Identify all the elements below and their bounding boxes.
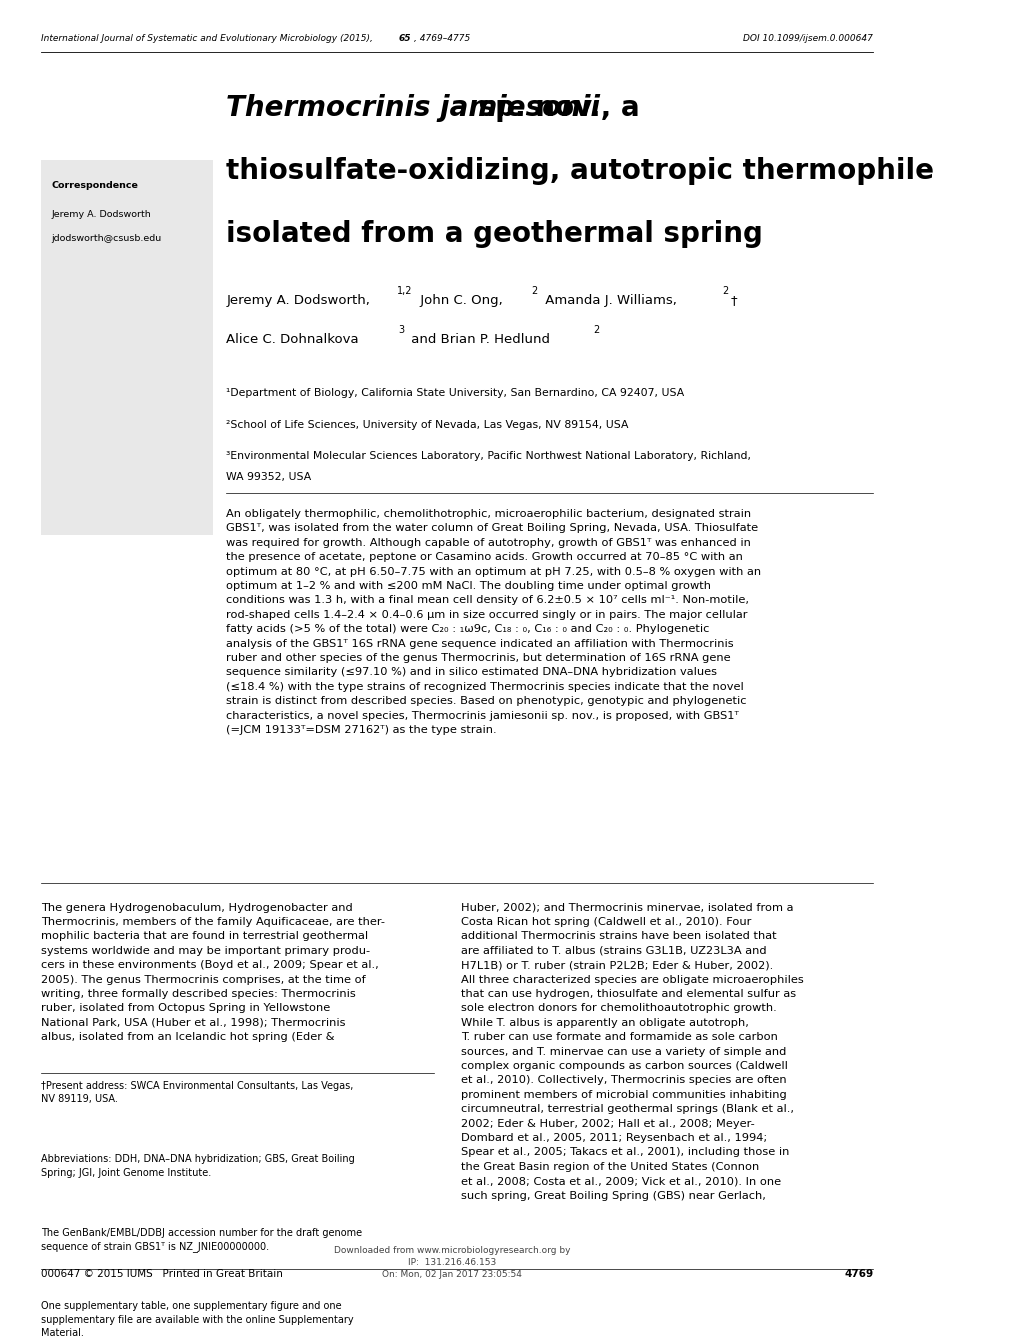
Text: John C. Ong,: John C. Ong, [416, 293, 502, 307]
Text: 65: 65 [397, 35, 411, 43]
Text: Alice C. Dohnalkova: Alice C. Dohnalkova [226, 334, 359, 346]
Text: DOI 10.1099/ijsem.0.000647: DOI 10.1099/ijsem.0.000647 [743, 35, 872, 43]
Text: ²School of Life Sciences, University of Nevada, Las Vegas, NV 89154, USA: ²School of Life Sciences, University of … [226, 419, 628, 430]
Text: ³Environmental Molecular Sciences Laboratory, Pacific Northwest National Laborat: ³Environmental Molecular Sciences Labora… [226, 452, 750, 461]
Text: The GenBank/EMBL/DDBJ accession number for the draft genome
sequence of strain G: The GenBank/EMBL/DDBJ accession number f… [41, 1227, 362, 1252]
Text: and Brian P. Hedlund: and Brian P. Hedlund [407, 334, 549, 346]
Text: One supplementary table, one supplementary figure and one
supplementary file are: One supplementary table, one supplementa… [41, 1301, 353, 1337]
Text: 3: 3 [397, 326, 404, 335]
Text: thiosulfate-oxidizing, autotropic thermophile: thiosulfate-oxidizing, autotropic thermo… [226, 157, 933, 185]
Text: Amanda J. Williams,: Amanda J. Williams, [541, 293, 677, 307]
Text: International Journal of Systematic and Evolutionary Microbiology (2015),: International Journal of Systematic and … [41, 35, 375, 43]
Text: †: † [730, 293, 736, 307]
Text: 000647 © 2015 IUMS   Printed in Great Britain: 000647 © 2015 IUMS Printed in Great Brit… [41, 1269, 282, 1280]
Text: WA 99352, USA: WA 99352, USA [226, 472, 311, 482]
Text: Jeremy A. Dodsworth,: Jeremy A. Dodsworth, [226, 293, 370, 307]
Text: Correspondence: Correspondence [52, 181, 139, 190]
Text: †Present address: SWCA Environmental Consultants, Las Vegas,
NV 89119, USA.: †Present address: SWCA Environmental Con… [41, 1081, 353, 1104]
Text: The genera Hydrogenobaculum, Hydrogenobacter and
Thermocrinis, members of the fa: The genera Hydrogenobaculum, Hydrogenoba… [41, 903, 384, 1043]
Text: isolated from a geothermal spring: isolated from a geothermal spring [226, 220, 762, 248]
Text: , 4769–4775: , 4769–4775 [414, 35, 470, 43]
FancyBboxPatch shape [41, 159, 212, 535]
Text: 4769: 4769 [844, 1269, 872, 1280]
Text: 2: 2 [593, 326, 599, 335]
Text: jdodsworth@csusb.edu: jdodsworth@csusb.edu [52, 233, 162, 243]
Text: Thermocrinis jamiesonii: Thermocrinis jamiesonii [226, 94, 599, 122]
Text: 2: 2 [531, 285, 537, 296]
Text: ¹Department of Biology, California State University, San Bernardino, CA 92407, U: ¹Department of Biology, California State… [226, 389, 684, 398]
Text: Huber, 2002); and Thermocrinis minervae, isolated from a
Costa Rican hot spring : Huber, 2002); and Thermocrinis minervae,… [461, 903, 803, 1201]
Text: Downloaded from www.microbiologyresearch.org by
IP:  131.216.46.153
On: Mon, 02 : Downloaded from www.microbiologyresearch… [334, 1246, 570, 1280]
Text: Abbreviations: DDH, DNA–DNA hybridization; GBS, Great Boiling
Spring; JGI, Joint: Abbreviations: DDH, DNA–DNA hybridizatio… [41, 1155, 355, 1178]
Text: 2: 2 [721, 285, 728, 296]
Text: sp. nov., a: sp. nov., a [469, 94, 639, 122]
Text: Jeremy A. Dodsworth: Jeremy A. Dodsworth [52, 210, 151, 218]
Text: An obligately thermophilic, chemolithotrophic, microaerophilic bacterium, design: An obligately thermophilic, chemolithotr… [226, 509, 760, 736]
Text: 1,2: 1,2 [396, 285, 413, 296]
